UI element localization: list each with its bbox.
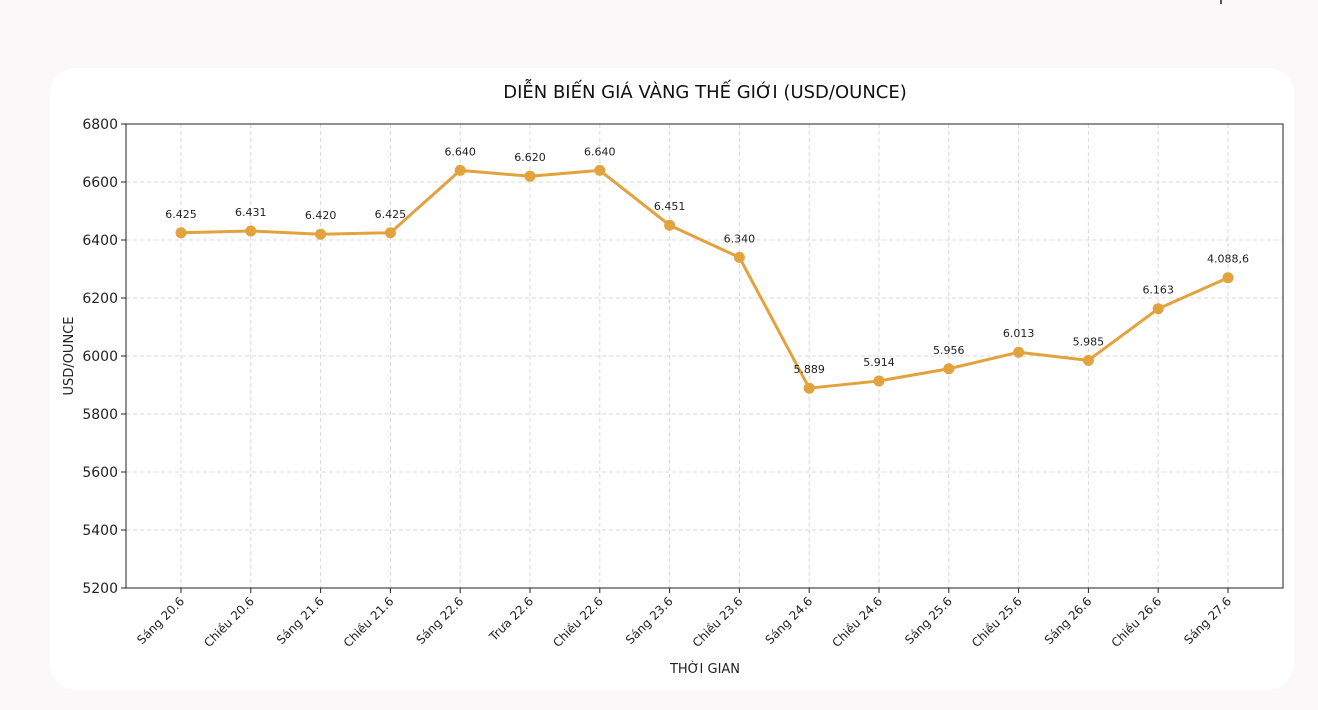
y-tick-label: 6800 bbox=[82, 117, 118, 133]
data-label: 5.956 bbox=[933, 344, 965, 357]
x-tick-label: Sáng 25.6 bbox=[902, 594, 955, 647]
data-label: 5.985 bbox=[1073, 335, 1105, 348]
x-tick-label: Sáng 21.6 bbox=[274, 594, 327, 647]
data-label: 6.451 bbox=[654, 200, 686, 213]
data-point bbox=[175, 227, 187, 239]
x-tick-label: Sáng 24.6 bbox=[762, 594, 815, 647]
x-tick-label: Chiều 25.6 bbox=[969, 594, 1025, 650]
data-point bbox=[1082, 354, 1094, 366]
x-tick-label: Chiều 26.6 bbox=[1109, 594, 1165, 650]
x-tick-label: Chiều 24.6 bbox=[829, 594, 885, 650]
y-tick-label: 5400 bbox=[82, 523, 118, 539]
data-label: 6.425 bbox=[375, 208, 407, 221]
x-tick-label: Sáng 26.6 bbox=[1042, 594, 1095, 647]
data-point bbox=[1152, 303, 1164, 315]
data-point bbox=[873, 375, 885, 387]
data-point bbox=[803, 382, 815, 394]
data-label: 6.013 bbox=[1003, 327, 1035, 340]
y-tick-label: 5600 bbox=[82, 465, 118, 481]
x-tick-label: Sáng 22.6 bbox=[413, 594, 466, 647]
data-label: 6.340 bbox=[724, 232, 756, 245]
corner-mark bbox=[1220, 0, 1228, 4]
x-tick-label: Sáng 20.6 bbox=[134, 594, 187, 647]
data-point bbox=[943, 363, 955, 375]
data-point bbox=[524, 170, 536, 182]
x-tick-label: Chiều 22.6 bbox=[550, 594, 606, 650]
data-point bbox=[733, 251, 745, 263]
data-point bbox=[1013, 346, 1025, 358]
x-tick-label: Sáng 23.6 bbox=[623, 594, 676, 647]
data-label: 6.620 bbox=[514, 151, 546, 164]
data-points bbox=[175, 164, 1234, 394]
chart-card bbox=[50, 68, 1294, 690]
x-tick-label: Sáng 27.6 bbox=[1181, 594, 1234, 647]
data-label: 6.425 bbox=[165, 208, 197, 221]
y-tick-label: 6000 bbox=[82, 349, 118, 365]
x-tick-label: Chiều 21.6 bbox=[341, 594, 397, 650]
x-axis-label: THỜI GIAN bbox=[669, 661, 740, 677]
data-label: 5.914 bbox=[863, 356, 895, 369]
data-label: 5.889 bbox=[793, 363, 825, 376]
data-label: 6.420 bbox=[305, 209, 337, 222]
y-axis-ticks: 5200 5400 5600 5800 6000 6200 6400 6600 6800 bbox=[82, 117, 126, 597]
x-tick-label: Chiều 23.6 bbox=[690, 594, 746, 650]
data-label: 4.088,6 bbox=[1207, 253, 1249, 266]
data-point bbox=[1222, 272, 1234, 284]
data-label: 6.431 bbox=[235, 206, 267, 219]
y-axis-label: USD/OUNCE bbox=[62, 317, 77, 396]
x-tick-label: Trưa 22.6 bbox=[486, 594, 536, 644]
data-label: 6.163 bbox=[1142, 284, 1174, 297]
data-label: 6.640 bbox=[584, 145, 616, 158]
data-point bbox=[384, 227, 396, 239]
x-axis-ticks: Sáng 20.6 Chiều 20.6 Sáng 21.6 Chiều 21.6 Sá… bbox=[134, 588, 1234, 650]
data-label: 6.640 bbox=[444, 145, 476, 158]
data-labels: 6.425 6.431 6.420 6.425 6.640 6.620 6.640 6.451… bbox=[165, 145, 1249, 376]
series-line bbox=[180, 168, 1229, 390]
y-tick-label: 6400 bbox=[82, 233, 118, 249]
chart-title: DIỄN BIẾN GIÁ VÀNG THẾ GIỚI (USD/OUNCE) bbox=[503, 79, 907, 103]
data-point bbox=[594, 164, 606, 176]
data-point bbox=[454, 164, 466, 176]
x-tick-label: Chiều 20.6 bbox=[201, 594, 257, 650]
y-tick-label: 6600 bbox=[82, 175, 118, 191]
y-tick-label: 5800 bbox=[82, 407, 118, 423]
y-tick-label: 6200 bbox=[82, 291, 118, 307]
data-point bbox=[664, 219, 676, 231]
y-tick-label: 5200 bbox=[82, 581, 118, 597]
data-point bbox=[245, 225, 257, 237]
data-point bbox=[315, 228, 327, 240]
grid-lines bbox=[126, 123, 1283, 589]
